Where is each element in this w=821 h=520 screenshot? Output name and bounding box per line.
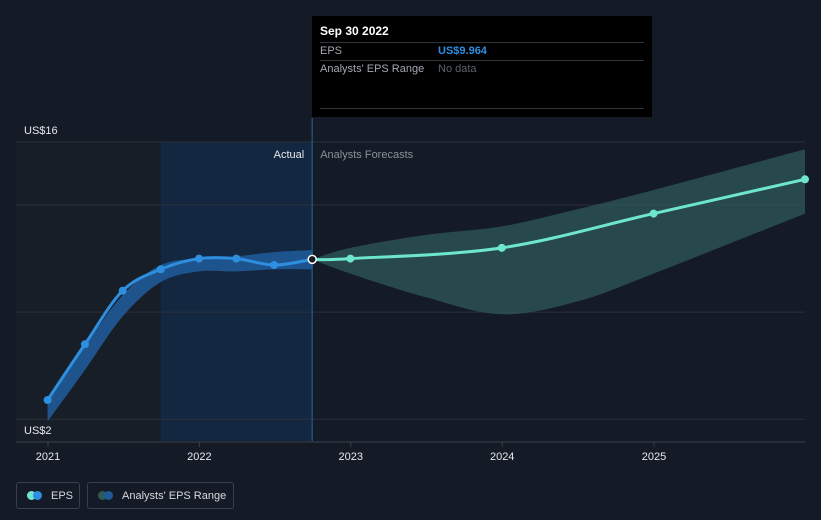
data-point — [43, 396, 52, 404]
data-point — [156, 265, 165, 274]
tooltip-range-label: Analysts' EPS Range — [320, 63, 425, 75]
range-band — [47, 250, 313, 422]
data-point — [194, 254, 203, 263]
data-point — [118, 286, 127, 295]
tooltip-divider — [320, 108, 644, 109]
range-bands — [47, 149, 805, 422]
x-tick-label: 2022 — [187, 451, 211, 463]
y-tick-label: US$16 — [24, 125, 58, 137]
legend-eps-button[interactable]: EPS — [16, 482, 80, 509]
forecast-label: Analysts Forecasts — [320, 149, 413, 161]
data-point — [346, 254, 355, 263]
data-point — [497, 243, 506, 252]
x-tick-label: 2024 — [490, 451, 514, 463]
tooltip-eps-label: EPS — [320, 45, 343, 57]
x-axis: 2021 2022 2023 2024 2025 — [16, 441, 805, 463]
data-point — [232, 254, 241, 263]
series-points — [43, 175, 809, 404]
data-point — [801, 175, 809, 184]
legend-eps-label: EPS — [51, 489, 74, 502]
legend-range-button[interactable]: Analysts' EPS Range — [87, 482, 234, 509]
x-tick-label: 2021 — [36, 451, 60, 463]
data-point — [649, 209, 658, 218]
actual-label: Actual — [274, 149, 305, 161]
tooltip-range-value: No data — [438, 63, 477, 75]
y-tick-label: US$2 — [24, 425, 52, 437]
x-tick-label: 2025 — [642, 451, 666, 463]
highlight-point — [307, 254, 317, 265]
data-point — [80, 340, 89, 349]
range-band — [312, 149, 805, 315]
range-legend-icon — [98, 491, 114, 500]
tooltip: Sep 30 2022 EPS US$9.964 Analysts' EPS R… — [312, 16, 652, 117]
tooltip-row-eps: EPS US$9.964 — [320, 42, 644, 60]
legend-range-label: Analysts' EPS Range — [122, 489, 227, 502]
tooltip-eps-value: US$9.964 — [438, 45, 487, 57]
tooltip-row-range: Analysts' EPS Range No data — [320, 60, 644, 78]
eps-legend-icon — [27, 491, 43, 500]
x-tick-label: 2023 — [339, 451, 363, 463]
y-axis-labels: US$16 US$2 — [24, 125, 58, 437]
actual-highlight — [160, 142, 313, 441]
data-point — [270, 261, 279, 269]
tooltip-date: Sep 30 2022 — [320, 24, 389, 38]
